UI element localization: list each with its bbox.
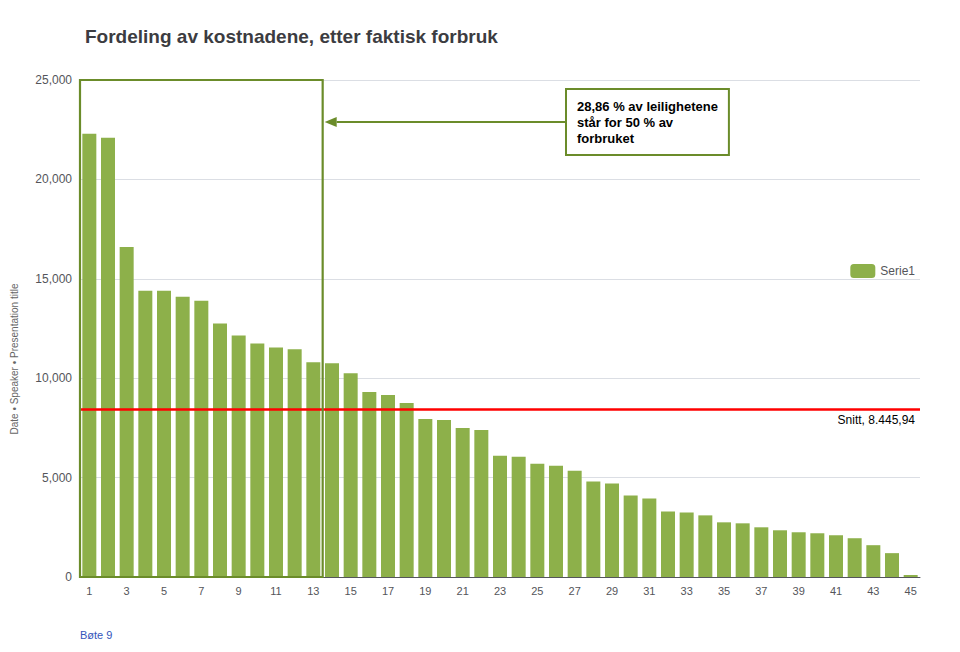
svg-text:11: 11 bbox=[270, 585, 281, 597]
svg-text:37: 37 bbox=[755, 585, 767, 597]
svg-text:19: 19 bbox=[419, 585, 431, 597]
svg-text:20,000: 20,000 bbox=[35, 172, 72, 186]
svg-text:17: 17 bbox=[382, 585, 394, 597]
svg-text:Date • Speaker • Presentation: Date • Speaker • Presentation title bbox=[9, 283, 20, 434]
svg-text:13: 13 bbox=[307, 585, 319, 597]
svg-text:5: 5 bbox=[161, 585, 167, 597]
svg-text:27: 27 bbox=[569, 585, 581, 597]
svg-text:25,000: 25,000 bbox=[35, 73, 72, 87]
svg-text:Bøte 9: Bøte 9 bbox=[80, 629, 112, 641]
svg-text:0: 0 bbox=[65, 570, 72, 584]
svg-text:Snitt, 8.445,94: Snitt, 8.445,94 bbox=[838, 413, 916, 427]
svg-text:1: 1 bbox=[86, 585, 92, 597]
svg-text:29: 29 bbox=[606, 585, 618, 597]
svg-text:21: 21 bbox=[457, 585, 469, 597]
svg-text:41: 41 bbox=[830, 585, 842, 597]
svg-text:45: 45 bbox=[905, 585, 917, 597]
svg-text:31: 31 bbox=[643, 585, 655, 597]
svg-text:står for 50 % av: står for 50 % av bbox=[577, 115, 674, 130]
svg-text:5,000: 5,000 bbox=[42, 471, 72, 485]
svg-text:23: 23 bbox=[494, 585, 506, 597]
svg-text:10,000: 10,000 bbox=[35, 371, 72, 385]
svg-text:9: 9 bbox=[236, 585, 242, 597]
svg-text:25: 25 bbox=[531, 585, 543, 597]
svg-text:Serie1: Serie1 bbox=[880, 264, 915, 278]
svg-text:28,86 % av leilighetene: 28,86 % av leilighetene bbox=[577, 99, 718, 114]
svg-text:7: 7 bbox=[198, 585, 204, 597]
svg-text:forbruket: forbruket bbox=[577, 131, 635, 146]
svg-text:15,000: 15,000 bbox=[35, 272, 72, 286]
svg-text:33: 33 bbox=[681, 585, 693, 597]
svg-text:15: 15 bbox=[345, 585, 357, 597]
svg-text:43: 43 bbox=[867, 585, 879, 597]
svg-text:39: 39 bbox=[793, 585, 805, 597]
svg-text:35: 35 bbox=[718, 585, 730, 597]
svg-text:Fordeling av kostnadene, etter: Fordeling av kostnadene, etter faktisk f… bbox=[85, 26, 498, 47]
svg-text:3: 3 bbox=[124, 585, 130, 597]
